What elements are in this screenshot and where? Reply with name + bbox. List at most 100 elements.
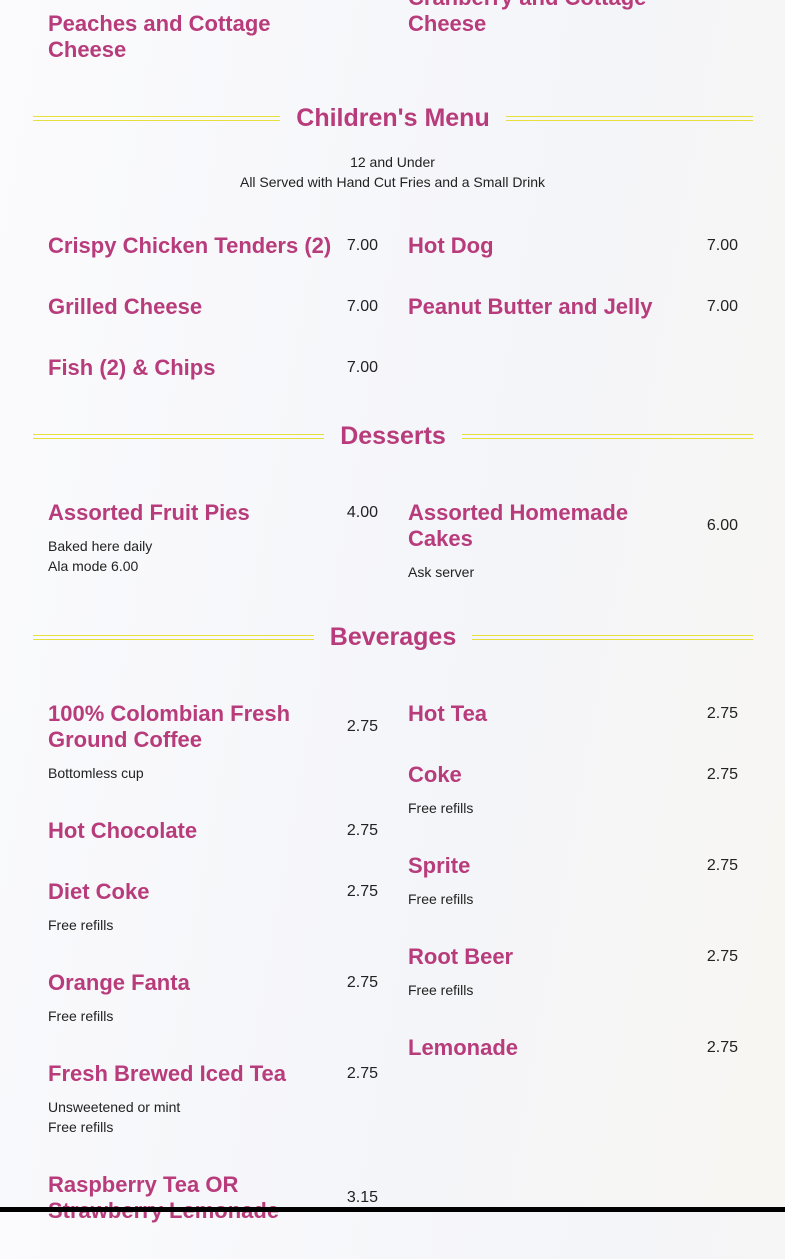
column: Hot Dog 7.00 Peanut Butter and Jelly 7.00 (408, 233, 738, 416)
description-line: Free refills (408, 891, 474, 907)
item-description: Free refills (408, 798, 738, 818)
item-row: Raspberry Tea OR Strawberry Lemonade 3.15 (48, 1172, 378, 1224)
item-row: Fresh Brewed Iced Tea 2.75 (48, 1061, 378, 1087)
menu-item: Hot Chocolate 2.75 (48, 818, 378, 879)
columns: Assorted Fruit Pies 4.00 Baked here daily A… (0, 500, 785, 617)
item-row: Cranberry and Cottage Cheese (408, 0, 738, 37)
item-row: Root Beer 2.75 (408, 944, 738, 970)
description-line: Baked here daily (48, 538, 153, 554)
item-row: Sprite 2.75 (408, 853, 738, 879)
description-line: Unsweetened or mint (48, 1099, 181, 1115)
menu-item: Hot Tea 2.75 (408, 701, 738, 762)
divider (33, 634, 314, 640)
item-price: 2.75 (346, 822, 378, 839)
item-row: Diet Coke 2.75 (48, 879, 378, 905)
item-price: 2.75 (346, 883, 378, 900)
item-price: 2.75 (706, 1039, 738, 1056)
item-price: 3.15 (346, 1189, 378, 1206)
menu-item: Cranberry and Cottage Cheese (408, 0, 738, 72)
item-price: 7.00 (346, 359, 378, 376)
section-title: Beverages (329, 622, 457, 651)
item-row: Fish (2) & Chips 7.00 (48, 355, 378, 381)
menu-item: Peanut Butter and Jelly 7.00 (408, 294, 738, 355)
menu-item: Crispy Chicken Tenders (2) 7.00 (48, 233, 378, 294)
item-description: Free refills (408, 980, 738, 1000)
item-name: Hot Tea (408, 701, 488, 726)
divider (33, 433, 325, 439)
column: Peaches and Cottage Cheese (48, 11, 378, 98)
description-line: Free refills (48, 1008, 114, 1024)
item-name: Hot Dog (408, 233, 494, 258)
divider (505, 115, 753, 121)
column: Assorted Homemade Cakes 6.00 Ask server (408, 500, 738, 617)
description-line: Free refills (48, 1119, 114, 1135)
section-subtitle: 12 and Under All Served with Hand Cut Fri… (0, 152, 785, 192)
divider (33, 115, 281, 121)
item-description: Ask server (408, 562, 738, 582)
item-name: Orange Fanta (48, 970, 190, 995)
menu-item: 100% Colombian Fresh Ground Coffee 2.75 Bo… (48, 701, 378, 818)
item-price: 6.00 (706, 517, 738, 534)
section-header: Desserts (33, 416, 754, 456)
item-row: Orange Fanta 2.75 (48, 970, 378, 996)
item-name: Hot Chocolate (48, 818, 198, 843)
item-price: 7.00 (706, 298, 738, 315)
item-name: Coke (408, 762, 462, 787)
item-name: Cranberry and Cottage Cheese (408, 0, 646, 36)
item-price: 2.75 (346, 974, 378, 991)
item-row: Hot Dog 7.00 (408, 233, 738, 259)
column: Crispy Chicken Tenders (2) 7.00 Grilled Ch… (48, 233, 378, 416)
page: Peaches and Cottage Cheese Cranberry and … (0, 0, 785, 1223)
item-row: Peanut Butter and Jelly 7.00 (408, 294, 738, 320)
menu-item: Orange Fanta 2.75 Free refills (48, 970, 378, 1061)
item-row: Assorted Fruit Pies 4.00 (48, 500, 378, 526)
item-description: Unsweetened or mint Free refills (48, 1097, 378, 1137)
menu-item: Sprite 2.75 Free refills (408, 853, 738, 944)
item-description: Free refills (48, 915, 378, 935)
item-description: Baked here daily Ala mode 6.00 (48, 536, 378, 576)
item-name: Raspberry Tea OR Strawberry Lemonade (48, 1172, 279, 1223)
item-price: 2.75 (346, 1065, 378, 1082)
menu-item: Peaches and Cottage Cheese (48, 11, 378, 98)
description-line: Ask server (408, 564, 475, 580)
item-price: 2.75 (706, 766, 738, 783)
item-row: Hot Chocolate 2.75 (48, 818, 378, 844)
item-row: Coke 2.75 (408, 762, 738, 788)
item-row: Assorted Homemade Cakes 6.00 (408, 500, 738, 552)
item-description: Bottomless cup (48, 763, 378, 783)
item-description: Free refills (408, 889, 738, 909)
item-price: 7.00 (346, 298, 378, 315)
item-row: Crispy Chicken Tenders (2) 7.00 (48, 233, 378, 259)
column: Hot Tea 2.75 Coke 2.75 Free refills Sprite 2.7… (408, 701, 738, 1259)
item-name: Crispy Chicken Tenders (2) (48, 233, 332, 258)
item-name: Sprite (408, 853, 471, 878)
menu-item: Hot Dog 7.00 (408, 233, 738, 294)
item-row: Peaches and Cottage Cheese (48, 11, 378, 63)
item-price: 2.75 (346, 718, 378, 735)
item-description: Free refills (48, 1006, 378, 1026)
columns: Peaches and Cottage Cheese Cranberry and … (0, 0, 785, 98)
item-price: 7.00 (706, 237, 738, 254)
menu-item: Assorted Fruit Pies 4.00 Baked here daily A… (48, 500, 378, 611)
item-row: 100% Colombian Fresh Ground Coffee 2.75 (48, 701, 378, 753)
item-price: 2.75 (706, 705, 738, 722)
item-name: Fresh Brewed Iced Tea (48, 1061, 287, 1086)
item-name: Root Beer (408, 944, 514, 969)
menu-item: Lemonade 2.75 (408, 1035, 738, 1096)
columns: Crispy Chicken Tenders (2) 7.00 Grilled Ch… (0, 233, 785, 416)
item-row: Lemonade 2.75 (408, 1035, 738, 1061)
menu-item: Grilled Cheese 7.00 (48, 294, 378, 355)
description-line: Free refills (408, 800, 474, 816)
bottom-bar (0, 1207, 785, 1212)
item-name: Assorted Homemade Cakes (408, 500, 629, 551)
section-title: Children's Menu (296, 103, 490, 132)
item-name: Peanut Butter and Jelly (408, 294, 653, 319)
item-price: 2.75 (706, 857, 738, 874)
divider (461, 433, 754, 439)
section-title: Desserts (340, 421, 446, 450)
subtitle-line: All Served with Hand Cut Fries and a Sma… (239, 174, 545, 190)
item-row: Hot Tea 2.75 (408, 701, 738, 727)
item-price: 7.00 (346, 237, 378, 254)
item-name: Grilled Cheese (48, 294, 203, 319)
column: Cranberry and Cottage Cheese (408, 0, 738, 98)
